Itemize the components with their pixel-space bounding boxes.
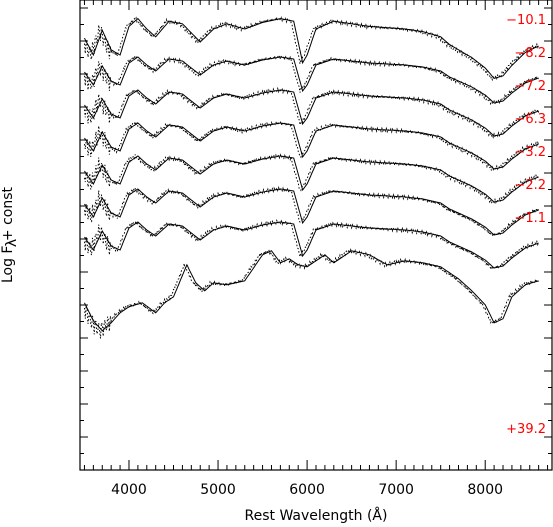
- x-tick-label: 6000: [289, 482, 325, 498]
- epoch-label: −6.3: [514, 112, 546, 127]
- x-axis-title: Rest Wavelength (Å): [245, 507, 388, 524]
- model-spectrum-line: [84, 188, 539, 236]
- model-spectrum-line: [84, 89, 539, 137]
- observed-spectrum-line: [84, 86, 540, 139]
- x-tick-label: 8000: [467, 482, 503, 498]
- epoch-label: −2.2: [514, 178, 546, 193]
- epoch-label: −7.2: [514, 79, 546, 94]
- epoch-label: +39.2: [506, 422, 546, 437]
- observed-spectrum-line: [84, 15, 540, 82]
- model-spectrum-line: [84, 155, 539, 203]
- epoch-label: −8.2: [514, 46, 546, 61]
- epoch-labels: −10.1 −8.2 −7.2 −6.3 −3.2 −2.2 −1.1 +39.2: [506, 13, 546, 437]
- x-tick-label: 5000: [200, 482, 236, 498]
- epoch-label: −3.2: [514, 145, 546, 160]
- axis-ticks: [80, 0, 552, 470]
- observed-spectrum-line: [84, 185, 540, 238]
- x-tick-labels: 4000 5000 6000 7000 8000: [111, 482, 503, 498]
- observed-spectrum-line: [84, 153, 539, 205]
- observed-spectrum-line: [84, 248, 539, 339]
- model-spectrum-line: [84, 56, 539, 104]
- epoch-label: −10.1: [506, 13, 546, 28]
- y-axis-title: Log F + const: [0, 186, 16, 283]
- y-axis-title-subscript: λ: [4, 239, 20, 247]
- x-tick-label: 7000: [378, 482, 414, 498]
- epoch-label: −1.1: [514, 211, 546, 226]
- model-spectrum-line: [84, 122, 539, 170]
- model-spectrum-line: [84, 221, 539, 269]
- spectra-series: [84, 15, 540, 339]
- observed-spectrum-line: [84, 119, 540, 171]
- model-spectrum-line: [84, 250, 539, 332]
- x-tick-label: 4000: [111, 482, 147, 498]
- observed-spectrum-line: [84, 53, 539, 106]
- y-axis-title-main: Log F + const: [0, 186, 16, 283]
- observed-spectrum-line: [84, 218, 540, 272]
